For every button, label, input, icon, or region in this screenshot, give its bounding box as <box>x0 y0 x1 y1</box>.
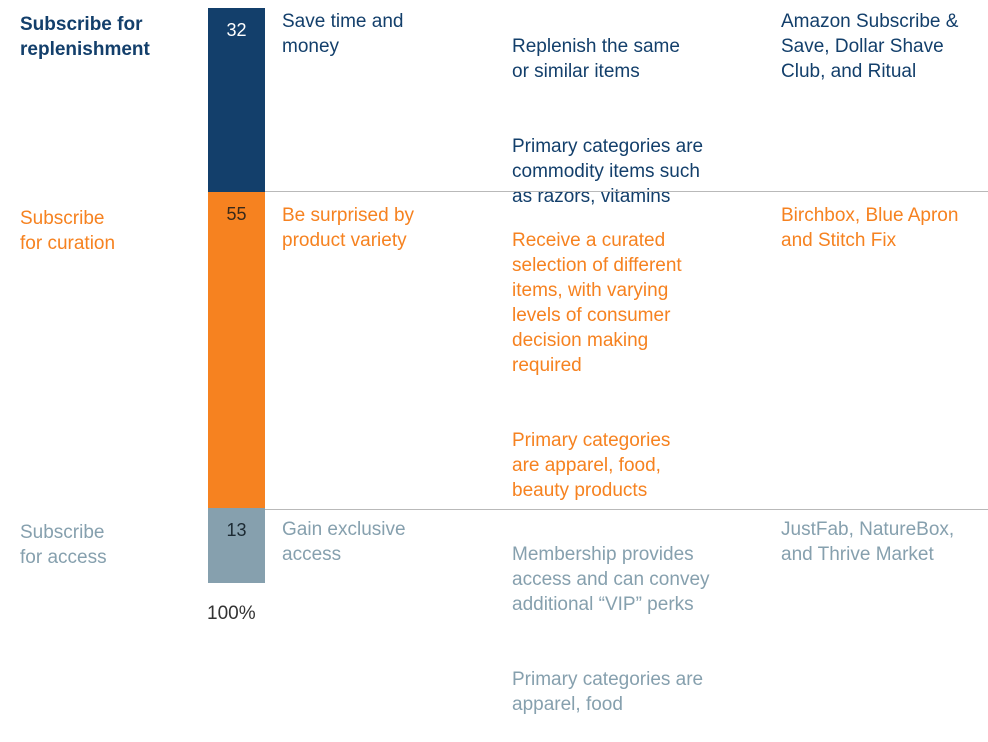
bar-segment-access: 13 <box>208 508 265 583</box>
description-paragraph: Primary categories are commodity items s… <box>512 136 704 207</box>
row-divider <box>265 509 988 510</box>
segment-label: Subscribe for curation <box>20 208 116 254</box>
bar-value-label: 32 <box>226 20 247 40</box>
segment-label: Subscribe for access <box>20 522 107 568</box>
examples-text: JustFab, NatureBox, and Thrive Market <box>781 519 955 565</box>
bar-segment-replenishment: 32 <box>208 8 265 192</box>
bar-value-label: 55 <box>226 204 247 224</box>
description-text: Replenish the same or similar items Prim… <box>512 9 762 234</box>
benefit-text: Gain exclusive access <box>282 519 406 565</box>
description-paragraph: Primary categories are apparel, food, be… <box>512 430 671 501</box>
description-text: Membership provides access and can conve… <box>512 517 762 742</box>
bar-total-label: 100% <box>207 603 256 624</box>
description-paragraph: Replenish the same or similar items <box>512 36 680 82</box>
segment-label: Subscribe for replenishment <box>20 14 150 60</box>
benefit-text: Be surprised by product variety <box>282 205 415 251</box>
description-paragraph: Membership provides access and can conve… <box>512 544 710 615</box>
examples-text: Birchbox, Blue Apron and Stitch Fix <box>781 205 959 251</box>
description-paragraph: Primary categories are apparel, food <box>512 669 704 715</box>
description-text: Receive a curated selection of different… <box>512 203 762 528</box>
benefit-text: Save time and money <box>282 11 404 57</box>
description-paragraph: Receive a curated selection of different… <box>512 230 682 376</box>
examples-text: Amazon Subscribe & Save, Dollar Shave Cl… <box>781 11 959 82</box>
bar-segment-curation: 55 <box>208 192 265 509</box>
row-divider <box>265 191 988 192</box>
bar-value-label: 13 <box>226 520 247 541</box>
